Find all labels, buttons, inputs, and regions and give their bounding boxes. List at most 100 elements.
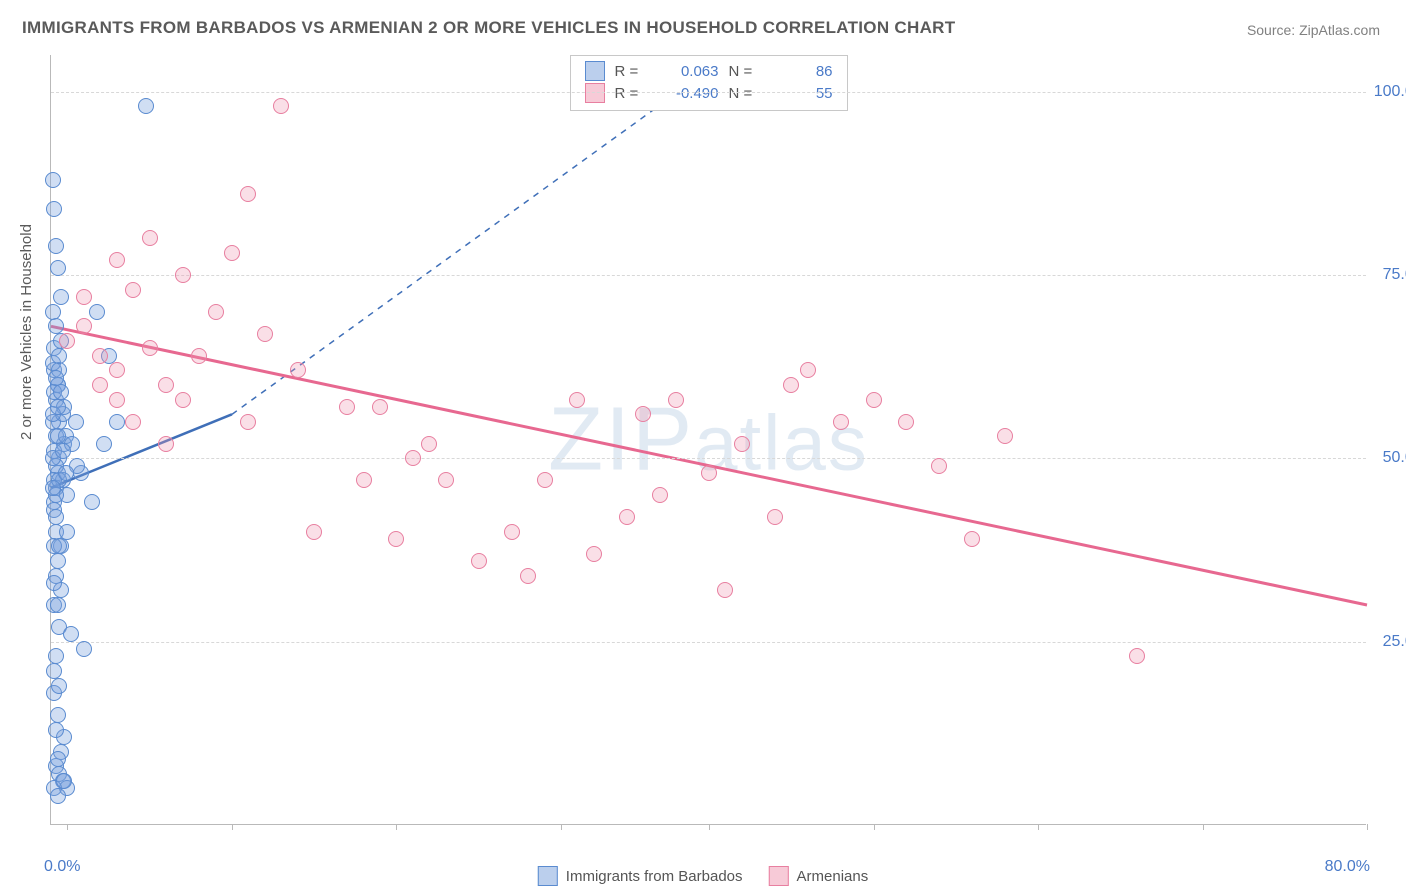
data-point-pink <box>569 392 585 408</box>
x-tick-mark <box>1203 824 1204 830</box>
data-point-pink <box>717 582 733 598</box>
n-label: N = <box>729 85 763 102</box>
legend-item-blue: Immigrants from Barbados <box>538 866 743 886</box>
y-tick-label: 25.0% <box>1383 633 1406 651</box>
data-point-blue <box>51 348 67 364</box>
data-point-blue <box>56 773 72 789</box>
data-point-pink <box>158 377 174 393</box>
data-point-blue <box>50 428 66 444</box>
data-point-pink <box>471 553 487 569</box>
data-point-pink <box>175 267 191 283</box>
data-point-blue <box>53 384 69 400</box>
data-point-pink <box>142 340 158 356</box>
data-point-blue <box>45 304 61 320</box>
gridline-horizontal <box>51 458 1366 459</box>
y-tick-label: 50.0% <box>1383 449 1406 467</box>
data-point-blue <box>48 370 64 386</box>
data-point-pink <box>76 289 92 305</box>
r-label: R = <box>615 85 649 102</box>
data-point-pink <box>652 487 668 503</box>
data-point-pink <box>109 392 125 408</box>
data-point-pink <box>257 326 273 342</box>
data-point-blue <box>45 480 61 496</box>
data-point-pink <box>290 362 306 378</box>
data-point-pink <box>125 282 141 298</box>
gridline-horizontal <box>51 92 1366 93</box>
data-point-blue <box>50 597 66 613</box>
data-point-pink <box>635 406 651 422</box>
y-axis-label: 2 or more Vehicles in Household <box>18 224 35 440</box>
data-point-pink <box>964 531 980 547</box>
x-tick-mark <box>1038 824 1039 830</box>
data-point-pink <box>175 392 191 408</box>
data-point-pink <box>273 98 289 114</box>
swatch-blue <box>585 61 605 81</box>
data-point-blue <box>48 722 64 738</box>
data-point-pink <box>92 348 108 364</box>
x-tick-mark <box>396 824 397 830</box>
data-point-pink <box>668 392 684 408</box>
data-point-pink <box>833 414 849 430</box>
data-point-pink <box>898 414 914 430</box>
legend-row-blue: R = 0.063 N = 86 <box>585 60 833 82</box>
data-point-pink <box>208 304 224 320</box>
r-value-blue: 0.063 <box>659 63 719 80</box>
data-point-blue <box>109 414 125 430</box>
data-point-pink <box>619 509 635 525</box>
x-tick-mark <box>67 824 68 830</box>
data-point-blue <box>84 494 100 510</box>
n-label: N = <box>729 63 763 80</box>
x-axis-min-label: 0.0% <box>44 858 80 876</box>
data-point-blue <box>50 751 66 767</box>
y-tick-label: 75.0% <box>1383 266 1406 284</box>
data-point-pink <box>520 568 536 584</box>
data-point-blue <box>55 443 71 459</box>
data-point-pink <box>158 436 174 452</box>
data-point-pink <box>866 392 882 408</box>
data-point-blue <box>50 553 66 569</box>
gridline-horizontal <box>51 275 1366 276</box>
data-point-blue <box>50 788 66 804</box>
chart-title: IMMIGRANTS FROM BARBADOS VS ARMENIAN 2 O… <box>22 18 955 38</box>
data-point-pink <box>997 428 1013 444</box>
correlation-legend: R = 0.063 N = 86 R = -0.490 N = 55 <box>570 55 848 111</box>
data-point-pink <box>504 524 520 540</box>
data-point-pink <box>1129 648 1145 664</box>
data-point-blue <box>53 289 69 305</box>
x-tick-mark <box>874 824 875 830</box>
data-point-blue <box>50 399 66 415</box>
data-point-blue <box>96 436 112 452</box>
data-point-pink <box>59 333 75 349</box>
data-point-blue <box>51 538 67 554</box>
data-point-pink <box>356 472 372 488</box>
data-point-pink <box>405 450 421 466</box>
series-legend: Immigrants from Barbados Armenians <box>538 866 868 886</box>
legend-label-blue: Immigrants from Barbados <box>566 868 743 885</box>
data-point-pink <box>109 362 125 378</box>
data-point-blue <box>46 663 62 679</box>
data-point-blue <box>63 626 79 642</box>
data-point-pink <box>191 348 207 364</box>
legend-item-pink: Armenians <box>769 866 869 886</box>
source-attribution: Source: ZipAtlas.com <box>1247 22 1380 38</box>
data-point-blue <box>50 260 66 276</box>
data-point-pink <box>800 362 816 378</box>
swatch-blue <box>538 866 558 886</box>
data-point-blue <box>51 678 67 694</box>
data-point-pink <box>240 186 256 202</box>
data-point-blue <box>46 201 62 217</box>
data-point-blue <box>48 318 64 334</box>
trend-lines <box>51 55 1367 825</box>
gridline-horizontal <box>51 642 1366 643</box>
data-point-pink <box>339 399 355 415</box>
data-point-pink <box>388 531 404 547</box>
data-point-pink <box>438 472 454 488</box>
data-point-pink <box>537 472 553 488</box>
data-point-pink <box>125 414 141 430</box>
data-point-blue <box>46 575 62 591</box>
data-point-blue <box>48 238 64 254</box>
legend-label-pink: Armenians <box>797 868 869 885</box>
r-label: R = <box>615 63 649 80</box>
data-point-blue <box>59 524 75 540</box>
data-point-pink <box>701 465 717 481</box>
